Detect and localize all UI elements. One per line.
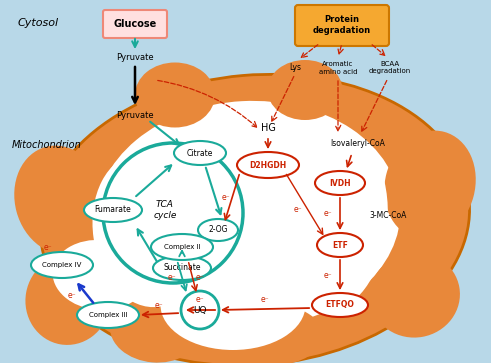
Ellipse shape (268, 60, 343, 120)
Text: D2HGDH: D2HGDH (249, 160, 287, 170)
Text: BCAA
degradation: BCAA degradation (369, 61, 411, 74)
Ellipse shape (14, 146, 106, 254)
Text: Protein
degradation: Protein degradation (313, 15, 371, 35)
Text: TCA
cycle: TCA cycle (153, 200, 177, 220)
Ellipse shape (96, 101, 400, 329)
Ellipse shape (84, 198, 142, 222)
Text: ETFQO: ETFQO (326, 301, 355, 310)
Text: e⁻: e⁻ (68, 290, 76, 299)
Ellipse shape (110, 297, 200, 363)
Ellipse shape (92, 153, 204, 307)
FancyBboxPatch shape (103, 10, 167, 38)
Text: Lys: Lys (289, 64, 301, 73)
Text: Complex II: Complex II (164, 244, 200, 250)
Ellipse shape (135, 62, 215, 127)
Text: e⁻: e⁻ (196, 273, 204, 282)
Ellipse shape (370, 252, 460, 338)
Text: Glucose: Glucose (113, 19, 157, 29)
Ellipse shape (317, 233, 363, 257)
Ellipse shape (174, 141, 226, 165)
Text: Mitochondrion: Mitochondrion (12, 140, 82, 150)
Ellipse shape (77, 302, 139, 328)
Ellipse shape (31, 252, 93, 278)
Ellipse shape (161, 260, 305, 350)
Ellipse shape (227, 305, 323, 363)
Text: Isovaleryl-CoA: Isovaleryl-CoA (330, 139, 385, 147)
Text: e⁻: e⁻ (324, 209, 332, 219)
Ellipse shape (312, 293, 368, 317)
Ellipse shape (315, 171, 365, 195)
Text: IVDH: IVDH (329, 179, 351, 188)
Text: e⁻: e⁻ (155, 301, 164, 310)
Text: e⁻: e⁻ (196, 295, 204, 305)
Text: Cytosol: Cytosol (18, 18, 59, 28)
Text: Pyruvate: Pyruvate (116, 110, 154, 119)
Text: Citrate: Citrate (187, 148, 213, 158)
Text: Fumarate: Fumarate (95, 205, 132, 215)
Circle shape (181, 291, 219, 329)
Text: e⁻: e⁻ (261, 295, 269, 305)
FancyBboxPatch shape (295, 5, 389, 46)
Text: e⁻: e⁻ (324, 270, 332, 280)
Text: HG: HG (261, 123, 275, 133)
Ellipse shape (237, 152, 299, 178)
Text: 2-OG: 2-OG (208, 225, 228, 234)
Text: UQ: UQ (193, 306, 207, 314)
Text: 3-MC-CoA: 3-MC-CoA (369, 211, 407, 220)
Ellipse shape (53, 240, 147, 310)
Ellipse shape (40, 74, 469, 363)
Text: Succinate: Succinate (163, 264, 201, 273)
Text: Aromatic
amino acid: Aromatic amino acid (319, 61, 357, 74)
Ellipse shape (26, 255, 110, 345)
Ellipse shape (151, 234, 213, 260)
Ellipse shape (384, 131, 476, 239)
Ellipse shape (272, 128, 388, 312)
Ellipse shape (198, 219, 238, 241)
Text: e⁻: e⁻ (294, 205, 302, 215)
Text: e⁻: e⁻ (222, 193, 230, 203)
Text: Complex III: Complex III (89, 312, 127, 318)
Ellipse shape (153, 256, 211, 280)
Text: ETF: ETF (332, 241, 348, 249)
Text: e⁻: e⁻ (168, 273, 176, 282)
Text: Complex IV: Complex IV (42, 262, 82, 268)
Text: e⁻: e⁻ (44, 244, 53, 253)
Text: Pyruvate: Pyruvate (116, 53, 154, 62)
